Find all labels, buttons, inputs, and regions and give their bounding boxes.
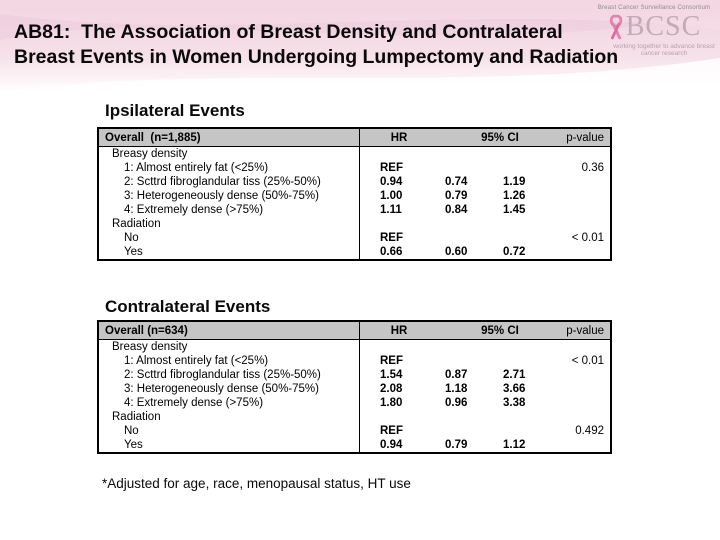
row-label: Breasy density <box>99 147 360 161</box>
hr-value: REF <box>380 355 403 367</box>
hr-value: REF <box>380 425 403 437</box>
row-label: 2: Scttrd fibroglandular tiss (25%-50%) <box>99 368 360 382</box>
slide-title-line1: AB81: The Association of Breast Density … <box>14 21 563 43</box>
p-value: 0.492 <box>575 425 604 437</box>
contralateral-heading: Contralateral Events <box>105 297 271 316</box>
ci-low-value: 0.87 <box>445 369 468 381</box>
row-label: Yes <box>99 245 360 259</box>
contralateral-table: Overall (n=634) HR 95% CI p-value Breasy… <box>97 320 612 454</box>
row-label: No <box>99 424 360 438</box>
table-row: Radiation <box>99 410 610 424</box>
table-row: 1: Almost entirely fat (<25%) REF 0.36 <box>99 161 610 175</box>
table-row: Yes 0.94 0.79 1.12 <box>99 438 610 452</box>
pink-wave-banner <box>0 0 720 92</box>
table-row: Yes 0.66 0.60 0.72 <box>99 245 610 259</box>
header-ci: 95% CI <box>481 324 519 337</box>
ci-low-value: 0.60 <box>445 246 468 258</box>
table-row: Radiation <box>99 217 610 231</box>
table-row: 4: Extremely dense (>75%) 1.80 0.96 3.38 <box>99 396 610 410</box>
ci-high-value: 1.26 <box>503 190 526 202</box>
hr-value: 0.66 <box>380 246 403 258</box>
row-label: 3: Heterogeneously dense (50%-75%) <box>99 189 360 203</box>
logo-tagline: working together to advance breast cance… <box>613 42 715 57</box>
pink-ribbon-icon <box>609 14 622 39</box>
table-row: No REF < 0.01 <box>99 231 610 245</box>
ci-low-value: 1.18 <box>445 383 468 395</box>
ci-high-value: 3.66 <box>503 383 526 395</box>
ci-low-value: 0.84 <box>445 204 468 216</box>
row-label: 4: Extremely dense (>75%) <box>99 203 360 217</box>
ci-high-value: 1.45 <box>503 204 526 216</box>
row-label: 2: Scttrd fibroglandular tiss (25%-50%) <box>99 175 360 189</box>
row-label: Radiation <box>99 217 360 231</box>
row-label: 3: Heterogeneously dense (50%-75%) <box>99 382 360 396</box>
table-row: Breasy density <box>99 147 610 161</box>
bcsc-logo: Breast Cancer Surveillance Consortium BC… <box>592 5 716 57</box>
header-overall: Overall (n=1,885) <box>99 129 360 146</box>
hr-value: 2.08 <box>380 383 403 395</box>
row-label: Yes <box>99 438 360 452</box>
hr-value: 0.94 <box>380 439 403 451</box>
row-label: 1: Almost entirely fat (<25%) <box>99 354 360 368</box>
logo-main-row: BCSC <box>592 10 716 42</box>
hr-value: 1.80 <box>380 397 403 409</box>
p-value: < 0.01 <box>571 355 604 367</box>
table-row: Breasy density <box>99 340 610 354</box>
hr-value: REF <box>380 232 403 244</box>
hr-value: REF <box>380 162 403 174</box>
header-pvalue: p-value <box>566 131 604 144</box>
table-row: 1: Almost entirely fat (<25%) REF < 0.01 <box>99 354 610 368</box>
ci-high-value: 1.19 <box>503 176 526 188</box>
ci-high-value: 0.72 <box>503 246 526 258</box>
table-row: No REF 0.492 <box>99 424 610 438</box>
ci-high-value: 2.71 <box>503 369 526 381</box>
header-ci: 95% CI <box>481 131 519 144</box>
ipsilateral-heading: Ipsilateral Events <box>105 101 245 120</box>
ci-high-value: 1.12 <box>503 439 526 451</box>
p-value: 0.36 <box>581 162 604 174</box>
header-overall: Overall (n=634) <box>99 322 360 339</box>
table-row: 4: Extremely dense (>75%) 1.11 0.84 1.45 <box>99 203 610 217</box>
table-header-row: Overall (n=1,885) HR 95% CI p-value <box>99 129 610 147</box>
logo-top-text: Breast Cancer Surveillance Consortium <box>597 5 711 11</box>
row-label: Breasy density <box>99 340 360 354</box>
hr-value: 1.11 <box>380 204 402 216</box>
header-hr: HR <box>390 324 408 337</box>
header-pvalue: p-value <box>566 324 604 337</box>
row-label: 4: Extremely dense (>75%) <box>99 396 360 410</box>
table-row: 2: Scttrd fibroglandular tiss (25%-50%) … <box>99 175 610 189</box>
table-row: 2: Scttrd fibroglandular tiss (25%-50%) … <box>99 368 610 382</box>
row-label: No <box>99 231 360 245</box>
ci-low-value: 0.79 <box>445 439 468 451</box>
row-label: 1: Almost entirely fat (<25%) <box>99 161 360 175</box>
table-row: 3: Heterogeneously dense (50%-75%) 1.00 … <box>99 189 610 203</box>
p-value: < 0.01 <box>571 232 604 244</box>
ci-low-value: 0.74 <box>445 176 468 188</box>
ci-high-value: 3.38 <box>503 397 526 409</box>
adjustment-footnote: *Adjusted for age, race, menopausal stat… <box>102 476 411 491</box>
hr-value: 0.94 <box>380 176 403 188</box>
ipsilateral-table: Overall (n=1,885) HR 95% CI p-value Brea… <box>97 127 612 261</box>
ci-low-value: 0.79 <box>445 190 468 202</box>
slide-title-line2: Breast Events in Women Undergoing Lumpec… <box>14 46 619 68</box>
table-row: 3: Heterogeneously dense (50%-75%) 2.08 … <box>99 382 610 396</box>
ci-low-value: 0.96 <box>445 397 468 409</box>
logo-acronym: BCSC <box>625 10 702 42</box>
hr-value: 1.00 <box>380 190 403 202</box>
hr-value: 1.54 <box>380 369 403 381</box>
table-header-row: Overall (n=634) HR 95% CI p-value <box>99 322 610 340</box>
header-hr: HR <box>390 131 408 144</box>
row-label: Radiation <box>99 410 360 424</box>
slide-title: AB81: The Association of Breast Density … <box>14 20 618 70</box>
